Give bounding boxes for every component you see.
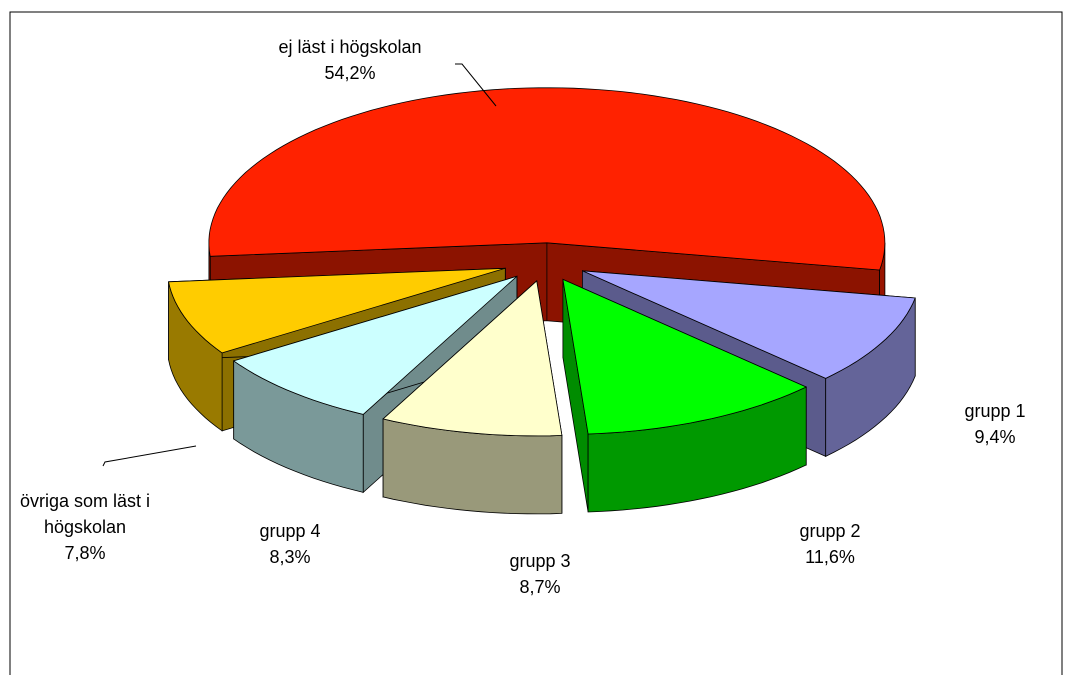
category-label: grupp 2 [799, 521, 861, 541]
slice-label: grupp 3 8,7% [460, 548, 620, 600]
chart-border [9, 11, 1063, 675]
leader-line [455, 63, 497, 107]
slice [168, 267, 506, 354]
leader-line [102, 445, 197, 467]
slice-label: ej läst i högskolan 54,2% [270, 34, 430, 86]
slice [208, 87, 886, 271]
slice [382, 280, 563, 437]
slice-label: övriga som läst i högskolan 7,8% [5, 488, 165, 566]
slice [562, 278, 808, 435]
category-label: ej läst i högskolan [278, 37, 422, 57]
slice-label: grupp 4 8,3% [210, 518, 370, 570]
value-label: 7,8% [64, 543, 106, 563]
value-label: 8,7% [519, 577, 561, 597]
value-label: 54,2% [324, 63, 376, 83]
slice [232, 275, 518, 415]
category-label: grupp 3 [509, 551, 571, 571]
category-label: övriga som läst i högskolan [19, 491, 151, 537]
pie [168, 87, 916, 515]
value-label: 11,6% [805, 547, 855, 567]
category-label: grupp 4 [259, 521, 321, 541]
slice [582, 270, 916, 379]
category-label: grupp 1 [964, 401, 1026, 421]
slice-label: grupp 1 9,4% [915, 398, 1073, 450]
value-label: 8,3% [269, 547, 311, 567]
slice-label: grupp 2 11,6% [750, 518, 910, 570]
value-label: 9,4% [974, 427, 1016, 447]
